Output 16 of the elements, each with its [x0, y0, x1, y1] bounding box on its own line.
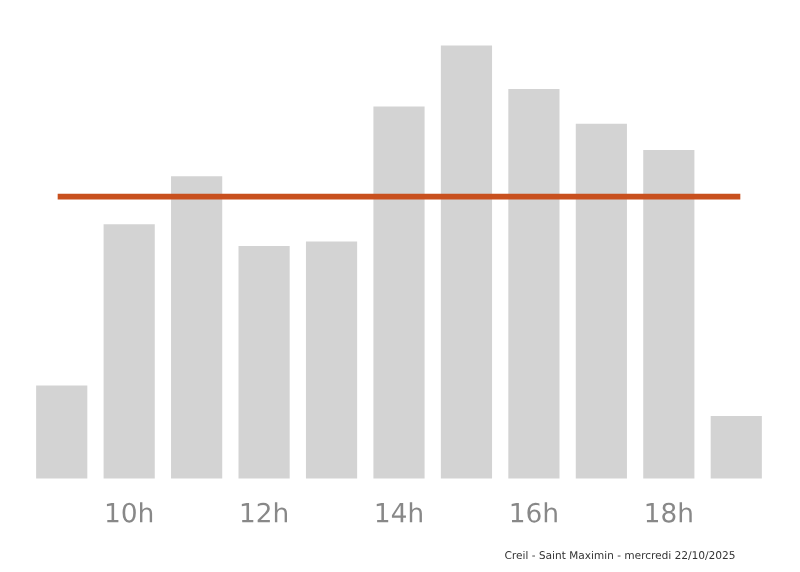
bar: [370, 103, 428, 480]
bar: [707, 413, 765, 480]
bar: [505, 86, 563, 480]
x-tick-label: 16h: [511, 502, 557, 523]
bar: [235, 243, 293, 480]
x-tick-label: 10h: [106, 502, 153, 523]
x-tick-label: 12h: [241, 502, 287, 523]
bar: [100, 221, 158, 480]
x-tick-label: 18h: [646, 502, 692, 523]
bar: [168, 173, 226, 480]
x-tick-label: 14h: [376, 502, 422, 523]
bar: [438, 44, 495, 480]
bar: [33, 382, 91, 480]
bar: [303, 238, 360, 480]
bar: [572, 121, 630, 480]
bar: [640, 147, 698, 480]
